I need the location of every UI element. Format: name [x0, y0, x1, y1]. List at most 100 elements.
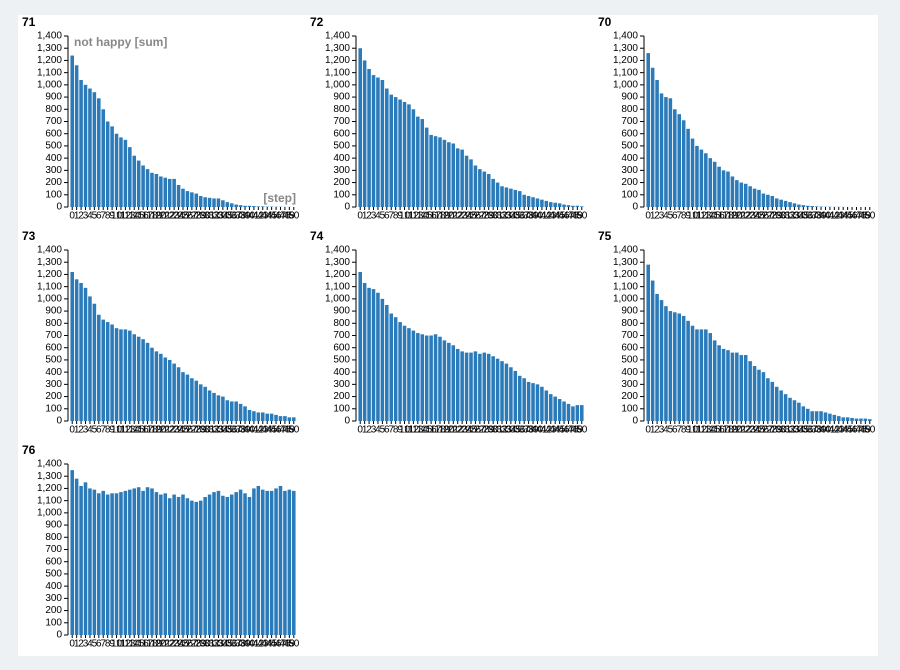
- x-tick-label: 29: [195, 639, 207, 650]
- x-tick-label: 40: [532, 425, 544, 436]
- bar: [491, 178, 495, 207]
- x-tick-label: 1: [650, 425, 656, 436]
- x-tick-label: 35: [510, 211, 522, 222]
- bar: [256, 412, 261, 421]
- y-tick-label: 1,200: [613, 55, 638, 66]
- y-tick-label: 700: [621, 330, 638, 341]
- x-tick-label: 13: [700, 425, 712, 436]
- bar: [686, 128, 690, 207]
- bar: [433, 136, 438, 207]
- y-tick-label: 500: [45, 141, 62, 152]
- x-tick-label: 47: [275, 211, 287, 222]
- bar: [743, 355, 748, 421]
- y-tick-label: 300: [45, 379, 62, 390]
- x-tick-label: 23: [457, 425, 469, 436]
- x-tick-label: 46: [846, 211, 858, 222]
- x-tick-label: 45: [554, 211, 566, 222]
- x-tick-label: 45: [842, 211, 854, 222]
- y-tick-label: 1,100: [325, 67, 350, 78]
- bar: [650, 67, 655, 207]
- bar: [788, 397, 792, 421]
- bar: [141, 339, 145, 421]
- x-tick-label: 19: [727, 211, 739, 222]
- x-tick-label: 16: [138, 211, 150, 222]
- x-tick-label: 24: [173, 639, 185, 650]
- bar: [540, 199, 544, 207]
- bar: [128, 489, 132, 635]
- bar: [708, 333, 713, 421]
- x-tick-label: 22: [164, 639, 176, 650]
- bar: [513, 189, 518, 207]
- bar: [154, 174, 159, 207]
- x-tick-label: 32: [784, 211, 796, 222]
- bar: [234, 204, 238, 207]
- bar: [841, 417, 845, 421]
- bar: [97, 314, 101, 421]
- x-tick-label: 29: [771, 211, 783, 222]
- bar: [97, 98, 101, 207]
- bar: [252, 411, 256, 421]
- y-tick-label: 800: [45, 104, 62, 115]
- bar: [575, 405, 580, 421]
- x-tick-label: 10: [687, 211, 699, 222]
- y-tick-label: 300: [621, 165, 638, 176]
- bar: [238, 205, 243, 207]
- x-tick-label: 33: [213, 639, 225, 650]
- x-tick-label: 48: [567, 425, 579, 436]
- bar: [385, 304, 389, 421]
- panel-title: 76: [22, 443, 36, 457]
- bar: [145, 342, 150, 421]
- x-tick-label: 3: [371, 425, 377, 436]
- bar: [380, 79, 385, 207]
- x-tick-label: 3: [659, 211, 665, 222]
- bar: [526, 381, 531, 421]
- bar: [105, 322, 110, 421]
- x-tick-label: 5: [380, 211, 386, 222]
- bar: [385, 88, 389, 207]
- x-tick-label: 38: [235, 425, 247, 436]
- y-tick-label: 600: [621, 128, 638, 139]
- bar: [150, 347, 154, 421]
- x-tick-label: 15: [421, 425, 433, 436]
- bar: [216, 490, 221, 635]
- bar: [429, 134, 433, 207]
- bar: [451, 143, 456, 207]
- bar: [194, 193, 199, 207]
- x-tick-label: 42: [253, 211, 265, 222]
- y-tick-label: 400: [45, 581, 62, 592]
- bar: [163, 357, 168, 421]
- y-tick-label: 200: [45, 605, 62, 616]
- x-tick-label: 17: [430, 211, 442, 222]
- x-tick-label: 11: [692, 425, 703, 436]
- x-tick-label: 13: [412, 211, 424, 222]
- x-tick-label: 23: [169, 425, 181, 436]
- bar: [783, 394, 788, 421]
- y-tick-label: 1,100: [37, 67, 62, 78]
- x-tick-label: 8: [105, 211, 111, 222]
- x-tick-label: 34: [505, 425, 517, 436]
- x-tick-label: 37: [519, 425, 531, 436]
- x-tick-label: 25: [465, 211, 477, 222]
- bar: [739, 355, 744, 421]
- x-tick-label: 16: [426, 425, 438, 436]
- x-tick-label: 31: [780, 211, 792, 222]
- x-tick-label: 8: [681, 425, 687, 436]
- bar: [243, 493, 247, 635]
- bar: [735, 352, 739, 421]
- bar: [190, 500, 194, 635]
- bar: [681, 315, 686, 421]
- bar: [212, 492, 216, 635]
- x-tick-label: 17: [142, 425, 154, 436]
- bar: [677, 313, 682, 421]
- x-tick-label: 22: [452, 425, 464, 436]
- bar: [797, 402, 801, 421]
- bar: [509, 367, 513, 421]
- bar: [535, 384, 540, 421]
- x-tick-label: 11: [116, 425, 127, 436]
- y-tick-label: 1,400: [325, 245, 350, 256]
- x-tick-label: 28: [191, 211, 203, 222]
- x-tick-label: 34: [793, 425, 805, 436]
- bar: [141, 490, 145, 635]
